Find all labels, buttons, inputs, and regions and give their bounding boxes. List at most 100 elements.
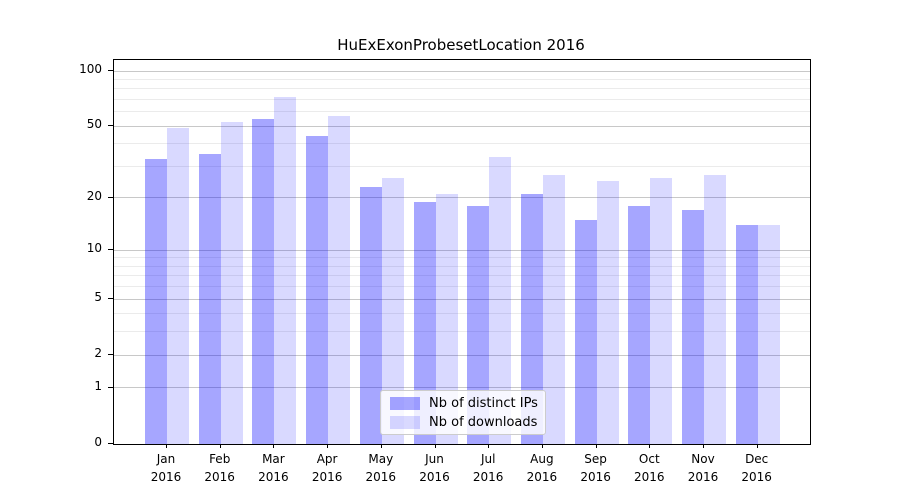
- bar-downloads: [757, 225, 780, 444]
- x-tick-year: 2016: [580, 470, 611, 484]
- minor-gridline: [114, 265, 810, 267]
- bar-downloads: [328, 115, 351, 444]
- bar-distinct-ips: [628, 206, 651, 444]
- x-axis-tick: [327, 444, 329, 448]
- x-axis-tick: [273, 444, 275, 448]
- x-axis-tick: [703, 444, 704, 448]
- x-axis-tick: [541, 444, 543, 448]
- x-tick-label: May 2016: [351, 450, 411, 486]
- bar-downloads: [704, 174, 726, 444]
- x-tick-year: 2016: [204, 470, 235, 484]
- x-tick-label: Nov 2016: [673, 450, 733, 486]
- bar-distinct-ips: [413, 201, 436, 444]
- legend-label-distinct-ips: Nb of distinct IPs: [429, 395, 538, 411]
- legend: Nb of distinct IPs Nb of downloads: [380, 390, 546, 435]
- minor-gridline: [114, 111, 810, 113]
- legend-row: Nb of downloads: [390, 414, 538, 430]
- y-tick-label: 10: [86, 241, 102, 256]
- y-axis-tick: [108, 70, 113, 71]
- major-gridline: [114, 354, 810, 356]
- x-axis-tick: [488, 444, 490, 448]
- minor-gridline: [114, 165, 810, 167]
- y-axis-tick: [108, 298, 113, 300]
- minor-gridline: [114, 98, 810, 100]
- x-tick-year: 2016: [634, 470, 665, 484]
- minor-gridline: [114, 143, 810, 145]
- x-tick-year: 2016: [419, 470, 450, 484]
- x-tick-label: Dec 2016: [727, 450, 787, 486]
- bar-distinct-ips: [682, 210, 704, 444]
- y-axis-tick: [108, 196, 113, 198]
- y-tick-label: 1: [94, 378, 102, 393]
- x-tick-year: 2016: [472, 470, 504, 484]
- x-tick-month: May: [368, 452, 394, 466]
- major-gridline: [114, 70, 810, 72]
- x-tick-label: Oct 2016: [619, 450, 679, 486]
- y-axis-tick: [108, 249, 113, 251]
- x-axis-tick: [595, 444, 597, 448]
- x-tick-label: Feb 2016: [190, 450, 250, 486]
- plot-area: Nb of distinct IPs Nb of downloads: [113, 59, 811, 445]
- x-tick-label: Apr 2016: [297, 450, 357, 486]
- y-axis-tick: [108, 125, 113, 127]
- x-tick-month: Jul: [480, 452, 496, 466]
- y-tick-label: 100: [79, 62, 102, 76]
- bar-downloads: [167, 127, 189, 444]
- x-tick-label: Sep 2016: [566, 450, 626, 486]
- legend-swatch-downloads: [390, 415, 420, 429]
- y-tick-label: 5: [94, 290, 102, 305]
- x-axis-tick: [756, 444, 758, 448]
- x-tick-year: 2016: [311, 470, 343, 484]
- legend-swatch-distinct-ips: [390, 396, 420, 410]
- x-tick-month: Mar: [262, 452, 285, 466]
- y-tick-label: 20: [86, 188, 102, 203]
- y-axis-tick: [108, 354, 113, 356]
- x-tick-year: 2016: [741, 470, 772, 484]
- bar-distinct-ips: [145, 158, 167, 444]
- major-gridline: [114, 197, 810, 199]
- x-axis-tick: [649, 444, 651, 448]
- x-axis-tick: [166, 444, 167, 448]
- legend-row: Nb of distinct IPs: [390, 395, 538, 411]
- minor-gridline: [114, 331, 810, 333]
- x-axis-tick: [380, 444, 382, 448]
- bar-downloads: [596, 180, 619, 444]
- x-tick-label: Jun 2016: [405, 450, 465, 486]
- x-tick-label: Aug 2016: [512, 450, 572, 486]
- x-tick-label: Mar 2016: [243, 450, 303, 486]
- legend-label-downloads: Nb of downloads: [429, 414, 538, 430]
- x-tick-month: Feb: [209, 452, 231, 466]
- bar-downloads: [435, 194, 458, 444]
- x-tick-year: 2016: [365, 470, 397, 484]
- x-tick-month: Oct: [638, 452, 660, 466]
- major-gridline: [114, 125, 810, 127]
- bar-downloads: [274, 97, 297, 444]
- x-tick-month: Jun: [425, 452, 444, 466]
- x-tick-year: 2016: [687, 470, 719, 484]
- bar-downloads: [542, 174, 565, 444]
- bar-downloads: [381, 177, 404, 444]
- x-tick-month: Nov: [691, 452, 715, 466]
- x-tick-month: Sep: [584, 452, 607, 466]
- minor-gridline: [114, 313, 810, 315]
- x-tick-label: Jan 2016: [136, 450, 196, 486]
- x-tick-month: Dec: [745, 452, 769, 466]
- x-tick-year: 2016: [258, 470, 289, 484]
- x-tick-year: 2016: [526, 470, 558, 484]
- bar-downloads: [220, 121, 243, 444]
- major-gridline: [114, 249, 810, 251]
- major-gridline: [114, 298, 810, 300]
- x-axis-tick: [434, 444, 436, 448]
- bar-downloads: [650, 177, 673, 444]
- x-tick-year: 2016: [150, 470, 182, 484]
- minor-gridline: [114, 275, 810, 277]
- bar-distinct-ips: [306, 136, 329, 444]
- minor-gridline: [114, 88, 810, 90]
- bar-distinct-ips: [198, 154, 221, 444]
- x-tick-label: Jul 2016: [458, 450, 518, 486]
- bar-distinct-ips: [735, 225, 758, 444]
- bar-distinct-ips: [574, 219, 597, 444]
- bar-distinct-ips: [252, 118, 275, 444]
- x-tick-month: Apr: [316, 452, 338, 466]
